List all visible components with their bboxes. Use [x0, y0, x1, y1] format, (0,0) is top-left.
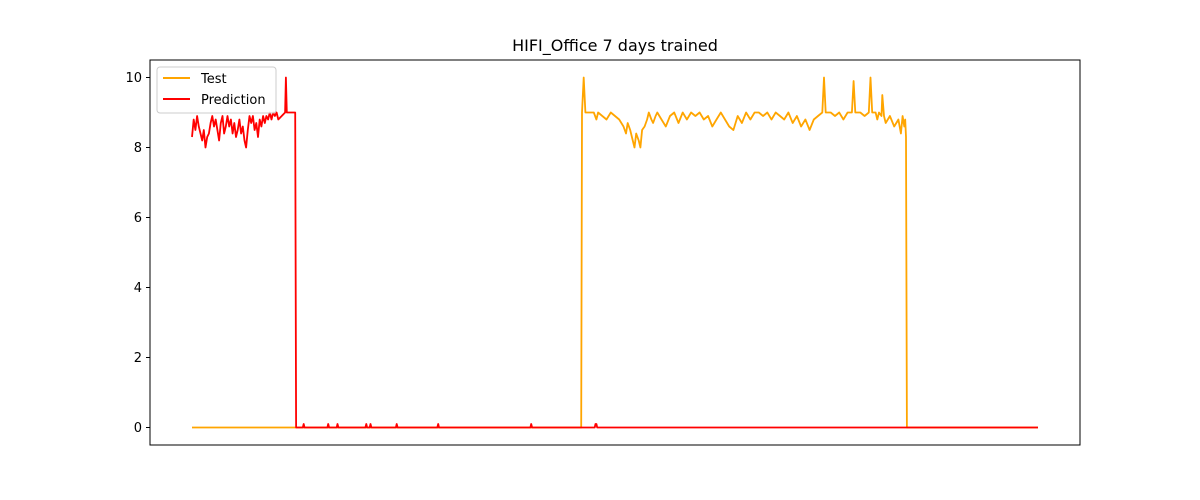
series-layer: [191, 76, 1038, 429]
y-tick-label: 8: [134, 141, 142, 156]
y-tick-label: 10: [125, 71, 142, 86]
y-axis: 0 2 4 6 8 10: [125, 71, 150, 436]
series-line-prediction: [191, 76, 1038, 429]
y-tick-label: 4: [134, 281, 142, 296]
plot-area: [149, 59, 1081, 446]
y-tick-label: 0: [134, 421, 142, 436]
y-tick-label: 6: [134, 211, 142, 226]
legend-label-prediction: Prediction: [201, 93, 266, 108]
chart-title: HIFI_Office 7 days trained: [512, 36, 718, 56]
y-tick-label: 2: [134, 351, 142, 366]
series-line-test: [192, 76, 1038, 429]
legend-label-test: Test: [200, 72, 227, 87]
legend: Test Prediction: [156, 66, 277, 114]
